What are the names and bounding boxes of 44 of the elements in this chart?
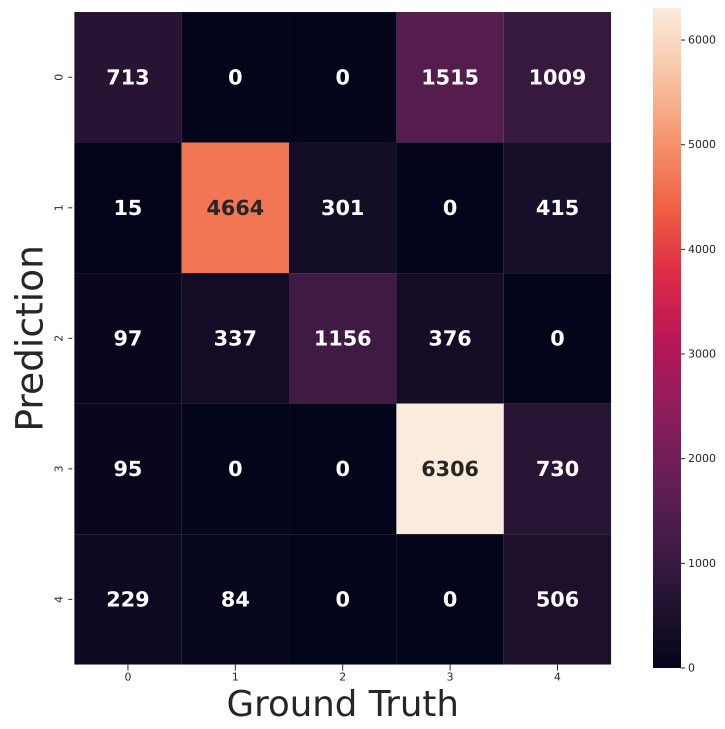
y-tick-label: 4 (52, 596, 66, 603)
data-label: 376 (428, 326, 472, 350)
data-label: 4664 (206, 196, 264, 220)
y-tick-label: 1 (52, 204, 66, 212)
data-label: 15 (114, 196, 142, 220)
data-label: 6306 (421, 456, 479, 481)
color-bar-label: 6000 (688, 34, 716, 47)
y-tick-label: 2 (52, 334, 66, 342)
data-label: 97 (114, 326, 142, 350)
data-label: 0 (335, 587, 350, 612)
data-label: 713 (106, 65, 150, 90)
data-label: 301 (321, 196, 364, 220)
data-label: 1515 (421, 65, 479, 90)
x-axis-title: Ground Truth (226, 684, 459, 726)
y-axis-title: Prediction (8, 245, 52, 432)
x-tick-label: 0 (124, 670, 132, 684)
color-bar-label: 4000 (688, 242, 716, 256)
data-label: 0 (442, 196, 458, 220)
data-label: 0 (228, 456, 243, 481)
x-tick-label: 4 (554, 670, 562, 684)
color-bar-label: 5000 (688, 138, 716, 152)
data-label: 415 (536, 196, 580, 220)
data-label: 0 (442, 587, 458, 612)
x-tick-label: 1 (232, 670, 239, 684)
data-label: 0 (550, 326, 565, 350)
data-label: 229 (106, 587, 150, 612)
data-label: 337 (214, 326, 257, 350)
data-label: 1156 (314, 326, 372, 350)
data-label: 0 (335, 456, 350, 481)
color-bar-label: 0 (688, 662, 695, 674)
data-label: 84 (220, 587, 250, 612)
color-bar-label: 1000 (688, 556, 716, 570)
y-tick-label: 3 (52, 465, 66, 472)
data-label: 1009 (528, 65, 586, 90)
color-bar-label: 2000 (688, 452, 716, 466)
x-tick-label: 2 (339, 670, 346, 684)
x-tick-label: 3 (446, 670, 454, 684)
color-bar-label: 3000 (688, 348, 716, 361)
data-label: 0 (335, 65, 350, 90)
data-label: 730 (536, 456, 580, 481)
data-label: 506 (536, 587, 580, 612)
data-label: 95 (114, 456, 142, 481)
y-tick-label: 0 (52, 74, 66, 81)
data-label: 0 (228, 65, 243, 90)
